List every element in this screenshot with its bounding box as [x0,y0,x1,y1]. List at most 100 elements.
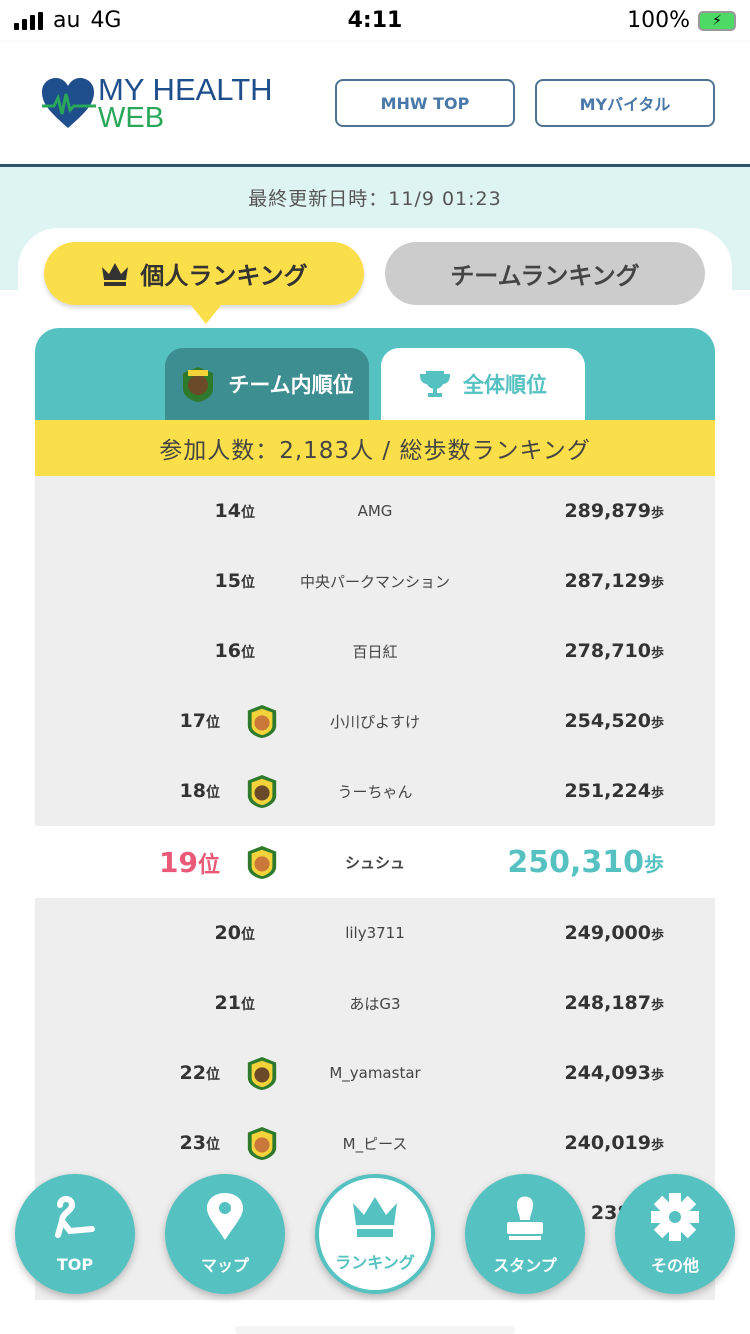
tab-label: チームランキング [450,262,640,290]
team-avatar-icon [247,704,277,738]
steps-suffix: 歩 [650,575,664,591]
table-row[interactable]: 16位 百日紅 278,710 歩 [35,616,715,686]
rank-suffix: 位 [241,575,255,591]
rank-suffix: 位 [197,852,220,878]
step-count: 254,520 歩 [564,686,664,756]
subtab-panel [35,328,715,420]
rank: 15位 [215,546,255,616]
team-avatar-icon [247,774,277,808]
steps-value: 278,710 [564,640,651,662]
rank-suffix: 位 [206,1137,220,1153]
rank-suffix: 位 [241,997,255,1013]
nav-label: マップ [200,1256,249,1275]
steps-suffix: 歩 [650,505,664,521]
rank: 22位 [180,1038,279,1108]
user-name: 中央パークマンション [299,572,450,591]
rank-number: 14 [214,500,241,522]
table-row[interactable]: 21位 あはG3 248,187 歩 [35,968,715,1038]
rank-number: 18 [179,780,206,802]
rank: 21位 [215,968,255,1038]
team-avatar-icon [183,367,214,402]
map-pin-icon [205,1192,245,1246]
rank-number: 15 [214,570,241,592]
nav-label: スタンプ [493,1256,557,1275]
mhw-top-button[interactable]: MHW TOP [335,79,515,127]
summary-band: 参加人数：2,183人 / 総歩数ランキング [35,420,715,476]
rank-suffix: 位 [206,1067,220,1083]
gear-icon [650,1192,700,1246]
user-name: M_yamastar [329,1064,421,1082]
table-row[interactable]: 18位 うーちゃん 251,224 歩 [35,756,715,826]
team-avatar-icon [247,1056,277,1090]
rank: 18位 [180,756,279,826]
heart-logo-icon [42,78,96,128]
rank: 14位 [215,476,255,546]
rank-suffix: 位 [241,927,255,943]
walking-icon [48,1195,102,1249]
steps-suffix: 歩 [650,715,664,731]
crown-icon [102,262,129,286]
user-name: 小川ぴよすけ [329,712,420,731]
rank-suffix: 位 [241,505,255,521]
table-row[interactable]: 22位 M_yamastar 244,093 歩 [35,1038,715,1108]
step-count: 240,019 歩 [564,1108,664,1178]
user-name: あはG3 [349,994,401,1013]
carrier: au [53,8,81,33]
nav-other-button[interactable]: その他 [615,1174,735,1294]
step-count: 289,879 歩 [564,476,664,546]
user-name: lily3711 [345,924,405,942]
logo-text-2: WEB [98,102,165,134]
status-bar: au 4G 4:11 100% ⚡ [0,0,750,42]
step-count: 244,093 歩 [564,1038,664,1108]
battery-percent: 100% [627,8,690,33]
step-count: 287,129 歩 [564,546,664,616]
header: MY HEALTH WEB MHW TOP MYバイタル [0,42,750,167]
rank: 16位 [215,616,255,686]
nav-label: TOP [56,1254,94,1274]
steps-suffix: 歩 [650,1067,664,1083]
steps-suffix: 歩 [644,851,664,876]
steps-value: 289,879 [564,500,651,522]
table-row[interactable]: 15位 中央パークマンション 287,129 歩 [35,546,715,616]
tab-within-team[interactable]: チーム内順位 [165,348,369,420]
rank: 17位 [180,686,279,756]
network: 4G [90,8,122,33]
nav-map-button[interactable]: マップ [165,1174,285,1294]
steps-value: 244,093 [564,1062,651,1084]
my-vital-button[interactable]: MYバイタル [535,79,715,127]
table-row[interactable]: 17位 小川ぴよすけ 254,520 歩 [35,686,715,756]
nav-ranking-button[interactable]: ランキング [315,1174,435,1294]
user-name: シュシュ [344,853,405,872]
nav-label: その他 [650,1256,699,1275]
rank-suffix: 位 [206,785,220,801]
table-row-current-user[interactable]: 19位 シュシュ 250,310 歩 [35,826,715,898]
logo-text-1: MY HEALTH [98,72,273,107]
steps-value: 250,310 [507,844,644,880]
rank-number: 20 [214,922,241,944]
step-count: 251,224 歩 [564,756,664,826]
table-row[interactable]: 23位 M_ピース 240,019 歩 [35,1108,715,1178]
rank-number: 17 [179,710,206,732]
nav-top-button[interactable]: TOP [15,1174,135,1294]
tab-personal-ranking[interactable]: 個人ランキング [44,242,364,305]
trophy-icon [419,371,451,397]
step-count: 248,187 歩 [564,968,664,1038]
rank-number: 21 [214,992,241,1014]
logo[interactable]: MY HEALTH WEB [40,72,280,134]
table-row[interactable]: 14位 AMG 289,879 歩 [35,476,715,546]
steps-suffix: 歩 [650,997,664,1013]
tab-label: 個人ランキング [140,262,308,290]
tab-overall[interactable]: 全体順位 [381,348,585,420]
user-name: AMG [357,502,393,520]
clock: 4:11 [347,8,403,33]
team-avatar-icon [247,845,277,879]
nav-stamp-button[interactable]: スタンプ [465,1174,585,1294]
rank: 20位 [215,898,255,968]
table-row[interactable]: 20位 lily3711 249,000 歩 [35,898,715,968]
stamp-icon [503,1192,547,1246]
tab-team-ranking[interactable]: チームランキング [385,242,705,305]
steps-value: 254,520 [564,710,651,732]
crown-icon [351,1195,399,1243]
battery-charging-icon: ⚡ [698,10,736,31]
tab-label: 全体順位 [463,373,547,397]
